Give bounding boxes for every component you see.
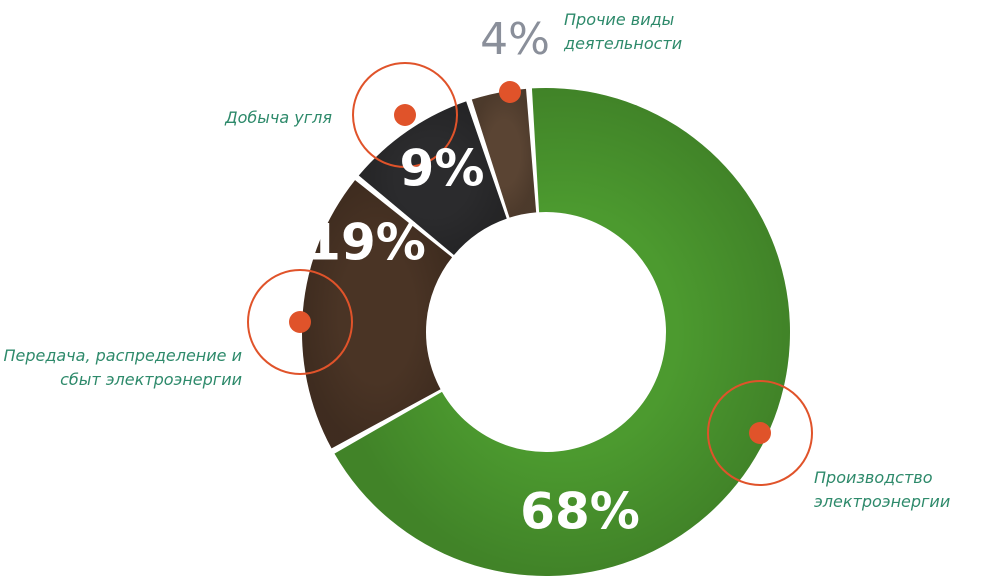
value-label: 4%: [480, 14, 550, 65]
category-label: Добыча угля: [225, 108, 332, 127]
value-label: 9%: [400, 140, 485, 198]
value-label: 19%: [306, 214, 426, 272]
marker-ring: [247, 269, 353, 375]
category-label: Передача, распределение и сбыт электроэн…: [3, 346, 242, 389]
marker-dot: [499, 81, 521, 103]
segment-shade: [471, 88, 537, 218]
marker-dot: [394, 104, 416, 126]
marker-ring: [352, 62, 458, 168]
category-label: Прочие виды деятельности: [564, 10, 683, 53]
category-label: Производство электроэнергии: [814, 468, 951, 511]
segment-shade: [358, 101, 507, 256]
marker-dot: [749, 422, 771, 444]
marker-dot: [289, 311, 311, 333]
segment-shade: [301, 180, 453, 449]
marker-ring: [707, 380, 813, 486]
value-label: 68%: [520, 483, 640, 541]
segment-shade: [334, 88, 790, 576]
